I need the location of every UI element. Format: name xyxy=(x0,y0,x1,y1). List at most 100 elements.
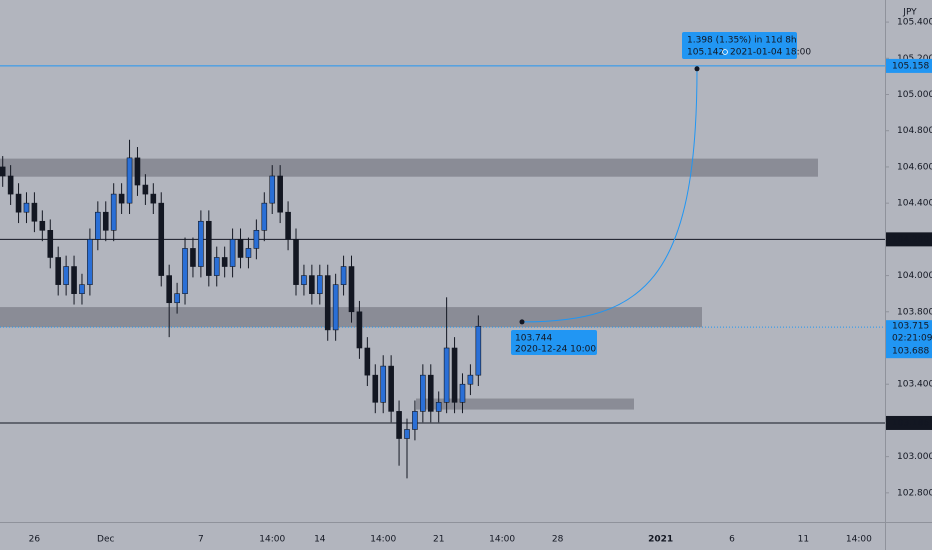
y-tick-label: 104.000 xyxy=(897,271,932,281)
candle-body xyxy=(253,230,260,249)
last-price-label: 103.715 xyxy=(892,322,929,332)
candle-body xyxy=(404,429,410,439)
y-tick-label: 105.000 xyxy=(897,90,932,100)
y-tick-label: 104.400 xyxy=(897,199,932,209)
projection-curve xyxy=(521,68,698,323)
y-tick-label: 105.200 xyxy=(897,54,932,64)
y-tick-label: 104.600 xyxy=(897,162,932,172)
candle-body xyxy=(150,193,157,204)
x-tick-label: 2021 xyxy=(648,535,673,545)
clock-icon xyxy=(722,49,728,55)
projection-end xyxy=(694,66,700,72)
candle-body xyxy=(7,175,14,195)
candle-body xyxy=(396,411,402,439)
candle-body xyxy=(420,374,426,412)
candle-body xyxy=(118,193,125,204)
projection-start xyxy=(519,319,525,325)
end-tooltip xyxy=(682,32,797,59)
x-tick-label: 14:00 xyxy=(489,535,515,545)
candle-body xyxy=(102,211,109,231)
candle-body xyxy=(110,193,117,231)
end-price: 105.142 xyxy=(687,48,724,58)
level-tag-label: 103.186 xyxy=(892,418,929,428)
candle-body xyxy=(95,211,101,240)
y-tick-label: 105.400 xyxy=(897,18,932,28)
start-price: 103.744 xyxy=(515,334,552,344)
x-tick-label: 14 xyxy=(314,535,326,545)
level-tag-label: 105.158 xyxy=(892,61,929,71)
candle-body xyxy=(23,202,30,213)
candle-body xyxy=(293,239,299,285)
candle-body xyxy=(15,193,22,213)
candle-body xyxy=(261,202,268,231)
candle-body xyxy=(87,239,93,285)
candle-body xyxy=(0,166,6,177)
candle-body xyxy=(198,220,204,267)
candle-body xyxy=(47,230,54,258)
candle-body xyxy=(237,239,244,258)
candle-body xyxy=(467,374,474,385)
candle-body xyxy=(372,374,379,403)
y-tick-label: 104.800 xyxy=(897,126,932,136)
candle-body xyxy=(277,175,283,213)
candle-body xyxy=(206,220,212,276)
candle-body xyxy=(427,374,434,412)
candle-body xyxy=(364,347,371,376)
zone xyxy=(416,398,634,410)
currency-label: JPY xyxy=(902,8,917,18)
candle-body xyxy=(190,248,196,267)
candle-body xyxy=(71,266,77,294)
candle-body xyxy=(221,257,228,267)
candle-body xyxy=(39,220,46,231)
candle-body xyxy=(356,311,363,349)
y-tick-label: 102.800 xyxy=(897,488,932,498)
x-tick-label: 14:00 xyxy=(259,535,285,545)
x-tick-label: 26 xyxy=(29,535,41,545)
candle-body xyxy=(63,266,69,285)
candle-body xyxy=(31,202,38,222)
x-tick-label: 6 xyxy=(729,535,735,545)
candle-body xyxy=(142,184,149,195)
last-price-tag xyxy=(886,320,932,359)
candle-body xyxy=(166,275,172,304)
candle-body xyxy=(475,325,482,376)
candle-body xyxy=(79,284,85,294)
candle-body xyxy=(55,257,61,285)
candle-body xyxy=(158,202,165,276)
candle-body xyxy=(269,175,276,204)
y-tick-label: 103.800 xyxy=(897,307,932,317)
candle-body xyxy=(459,383,466,403)
x-tick-label: 7 xyxy=(198,535,204,545)
end-date: 2021-01-04 18:00 xyxy=(730,48,811,58)
candle-body xyxy=(174,293,180,304)
candle-body xyxy=(182,248,188,294)
candle-body xyxy=(126,157,133,204)
candle-body xyxy=(229,239,236,267)
countdown-label: 02:21:09 xyxy=(892,334,932,344)
candle-body xyxy=(316,275,323,294)
bid-price-label: 103.688 xyxy=(892,347,929,357)
level-tag xyxy=(886,232,932,247)
candle-body xyxy=(388,365,394,412)
x-tick-label: 14:00 xyxy=(846,535,872,545)
start-tooltip xyxy=(511,330,597,355)
candle-body xyxy=(213,257,220,276)
x-tick-label: 28 xyxy=(552,535,564,545)
zone xyxy=(0,158,818,177)
change-label: 1.398 (1.35%) in 11d 8h xyxy=(687,36,797,46)
candle-body xyxy=(443,347,450,403)
candle-body xyxy=(309,275,315,294)
candle-body xyxy=(412,411,418,430)
candle-body xyxy=(301,275,307,285)
candle-body xyxy=(451,347,458,403)
level-tag xyxy=(886,415,932,430)
y-tick-label: 103.000 xyxy=(897,452,932,462)
candle-body xyxy=(340,266,347,285)
candle-body xyxy=(245,248,252,258)
x-tick-label: 11 xyxy=(798,535,809,545)
candle-body xyxy=(380,365,387,403)
candle-body xyxy=(285,211,291,240)
level-tag xyxy=(886,58,932,73)
